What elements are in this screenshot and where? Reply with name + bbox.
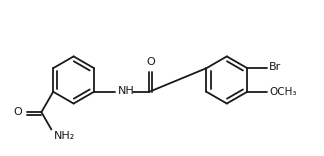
Text: O: O xyxy=(14,107,22,117)
Text: NH: NH xyxy=(118,86,135,96)
Text: OCH₃: OCH₃ xyxy=(269,87,297,97)
Text: Br: Br xyxy=(269,62,282,72)
Text: O: O xyxy=(146,57,155,67)
Text: NH₂: NH₂ xyxy=(53,132,75,141)
